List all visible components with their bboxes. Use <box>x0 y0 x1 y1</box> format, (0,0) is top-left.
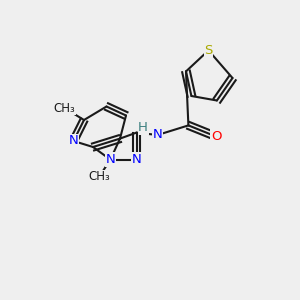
Text: N: N <box>106 153 115 166</box>
Text: N: N <box>132 153 141 166</box>
Text: N: N <box>69 134 78 148</box>
Text: S: S <box>204 44 213 57</box>
Text: H: H <box>138 121 148 134</box>
Text: CH₃: CH₃ <box>54 101 75 115</box>
Text: CH₃: CH₃ <box>88 170 110 184</box>
Text: N: N <box>153 128 162 142</box>
Text: O: O <box>211 130 221 143</box>
